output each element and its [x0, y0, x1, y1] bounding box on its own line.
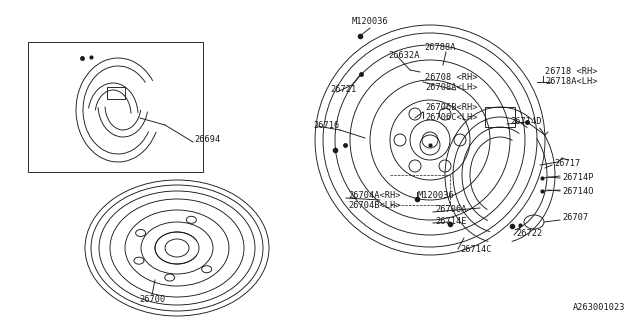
Text: 26722: 26722: [516, 228, 542, 237]
Text: 26708A<LH>: 26708A<LH>: [425, 84, 477, 92]
Text: 26717: 26717: [554, 159, 580, 169]
Bar: [107, 87, 125, 99]
Text: 26788A: 26788A: [424, 44, 456, 52]
Text: 26700: 26700: [139, 295, 165, 305]
Text: 26706A: 26706A: [435, 205, 467, 214]
Text: 26714E: 26714E: [435, 218, 467, 227]
Text: 26694: 26694: [194, 135, 220, 145]
Text: 26706B<RH>: 26706B<RH>: [425, 103, 477, 113]
Text: 26718A<LH>: 26718A<LH>: [545, 77, 598, 86]
Text: A263001023: A263001023: [573, 303, 625, 313]
Text: 26716: 26716: [313, 121, 339, 130]
Text: 26708 <RH>: 26708 <RH>: [425, 74, 477, 83]
Text: 26704A<RH>: 26704A<RH>: [348, 191, 401, 201]
Bar: [28, 42, 203, 172]
Text: 26714C: 26714C: [460, 244, 492, 253]
Text: 26718 <RH>: 26718 <RH>: [545, 68, 598, 76]
Text: 26704B<LH>: 26704B<LH>: [348, 202, 401, 211]
Text: 26714P: 26714P: [562, 173, 593, 182]
Text: 26706C<LH>: 26706C<LH>: [425, 114, 477, 123]
Text: 26632A: 26632A: [388, 51, 419, 60]
Text: 26714D: 26714D: [510, 117, 541, 126]
Text: 26721: 26721: [330, 85, 356, 94]
Text: M120036: M120036: [418, 191, 455, 201]
Bar: [485, 107, 515, 127]
Text: 26714O: 26714O: [562, 187, 593, 196]
Text: M120036: M120036: [352, 18, 388, 27]
Text: 26707: 26707: [562, 213, 588, 222]
